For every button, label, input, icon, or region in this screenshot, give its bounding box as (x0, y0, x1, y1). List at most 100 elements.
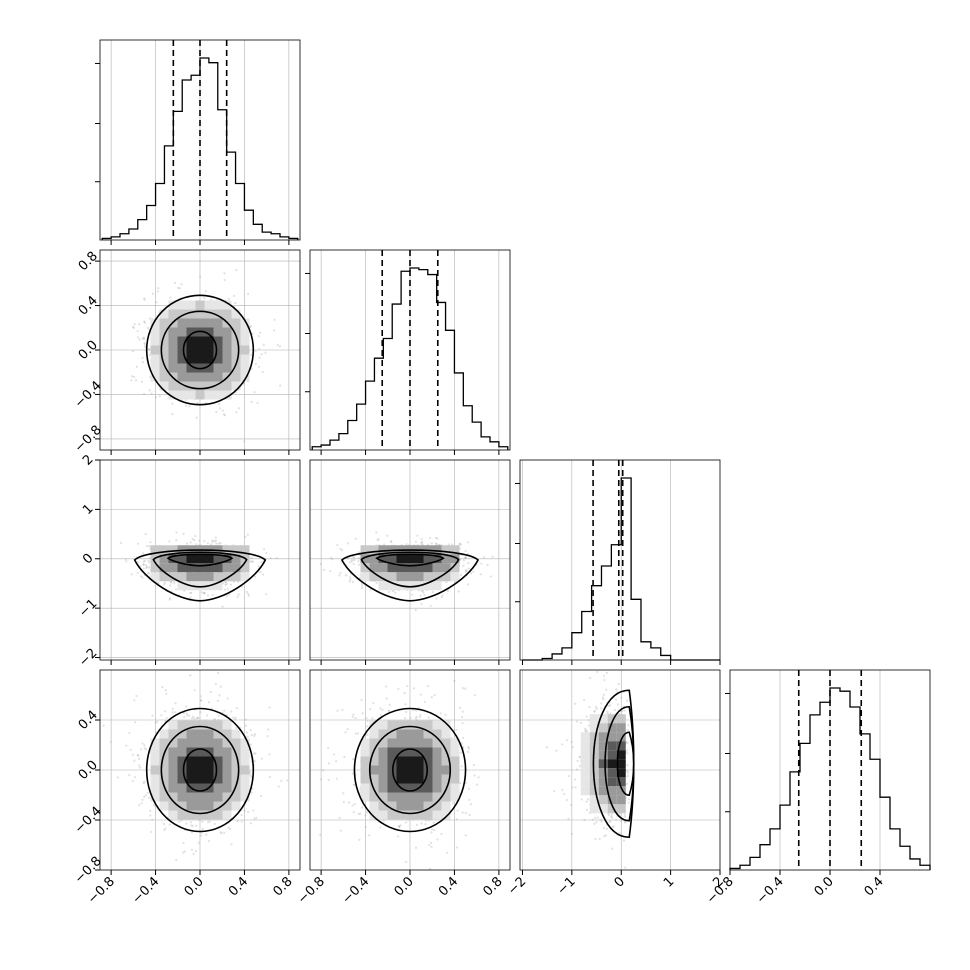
density-block (168, 336, 178, 346)
density-block (168, 554, 178, 564)
density-block (387, 747, 397, 757)
density-block (213, 390, 223, 400)
scatter-point (180, 283, 183, 286)
scatter-point (266, 734, 269, 738)
scatter-point (340, 548, 343, 552)
density-block (150, 747, 160, 757)
scatter-point (226, 587, 229, 590)
density-block (423, 554, 433, 564)
scatter-point (459, 782, 462, 785)
density-block (186, 729, 196, 739)
density-block (378, 581, 388, 591)
density-block (159, 765, 169, 775)
scatter-point (148, 561, 151, 564)
scatter-point (259, 571, 262, 574)
density-block (213, 801, 223, 811)
scatter-point (132, 326, 135, 330)
density-block (213, 345, 223, 355)
scatter-point (208, 820, 211, 823)
scatter-point (409, 716, 412, 719)
scatter-point (174, 711, 177, 714)
scatter-point (133, 699, 136, 702)
scatter-point (229, 583, 233, 586)
density-block (186, 801, 196, 811)
scatter-point (183, 850, 186, 853)
scatter-point (247, 594, 251, 597)
density-block (369, 554, 379, 564)
scatter-point (139, 565, 142, 568)
density-block (231, 309, 241, 319)
scatter-point (223, 414, 227, 417)
density-block (222, 792, 232, 802)
scatter-point (480, 562, 483, 565)
density-block (159, 354, 169, 364)
scatter-point (397, 687, 400, 691)
density-block (168, 801, 178, 811)
scatter-point (426, 543, 430, 546)
scatter-point (403, 692, 406, 695)
contour-line (152, 551, 248, 588)
scatter-point (198, 539, 201, 542)
scatter-point (352, 556, 356, 559)
scatter-point (253, 391, 256, 394)
scatter-point (135, 694, 138, 698)
scatter-point (467, 787, 471, 790)
scatter-point (206, 542, 209, 545)
density-block (204, 327, 214, 337)
scatter-point (143, 345, 147, 348)
scatter-point (431, 828, 434, 831)
density-block (204, 720, 214, 730)
scatter-point (342, 800, 345, 804)
scatter-point (147, 348, 151, 351)
scatter-point (147, 559, 150, 562)
scatter-point (360, 698, 363, 702)
density-block (222, 783, 232, 793)
scatter-point (319, 833, 322, 836)
density-block (186, 327, 196, 337)
density-block (195, 581, 205, 591)
scatter-point (235, 726, 238, 730)
scatter-point (455, 846, 459, 849)
scatter-point (222, 413, 225, 416)
scatter-point (193, 538, 196, 542)
scatter-point (148, 556, 151, 560)
scatter-point (250, 354, 253, 357)
scatter-point (199, 695, 202, 698)
density-block (213, 363, 223, 373)
scatter-point (349, 578, 352, 581)
scatter-point (260, 561, 263, 564)
scatter-point (469, 803, 473, 806)
scatter-point (264, 351, 267, 354)
density-block (204, 554, 214, 564)
scatter-point (450, 736, 453, 740)
scatter-point (136, 571, 139, 574)
scatter-point (414, 608, 417, 612)
density-block (240, 563, 250, 573)
density-block (369, 756, 379, 766)
density-block (168, 765, 178, 775)
scatter-point (174, 588, 178, 591)
scatter-point (142, 393, 146, 396)
density-block (222, 801, 232, 811)
scatter-point (227, 826, 230, 829)
scatter-point (143, 795, 146, 799)
scatter-point (146, 326, 150, 329)
scatter-point (358, 791, 361, 794)
scatter-point (348, 561, 352, 564)
scatter-point (254, 575, 257, 578)
scatter-point (170, 819, 173, 822)
density-block (222, 300, 232, 310)
scatter-point (455, 728, 458, 731)
density-block (195, 563, 205, 573)
scatter-point (358, 838, 361, 841)
scatter-point (352, 811, 355, 814)
scatter-point (339, 571, 342, 574)
scatter-point (188, 405, 191, 408)
density-block (222, 729, 232, 739)
density-block (177, 720, 187, 730)
density-block (387, 756, 397, 766)
density-block (204, 372, 214, 382)
panel-content (130, 268, 282, 443)
scatter-point (385, 697, 388, 700)
scatter-point (148, 348, 151, 351)
